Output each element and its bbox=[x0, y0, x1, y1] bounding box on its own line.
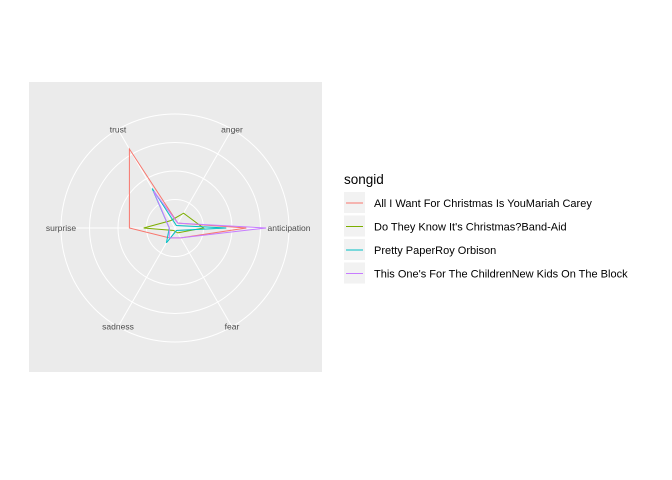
legend-items: All I Want For Christmas Is YouMariah Ca… bbox=[344, 192, 628, 284]
axis-labels: anticipation anger trust surprise sadness fea… bbox=[46, 124, 311, 331]
spoke-trust bbox=[117, 129, 176, 229]
legend: songid All I Want For Christmas Is YouMa… bbox=[344, 172, 628, 284]
legend-label-4: This One's For The ChildrenNew Kids On T… bbox=[374, 269, 628, 281]
spoke-fear bbox=[174, 227, 233, 327]
series-polygon-2 bbox=[143, 212, 205, 234]
legend-label-1: All I Want For Christmas Is YouMariah Ca… bbox=[374, 198, 592, 210]
series-polygons bbox=[128, 147, 267, 244]
spoke-sadness bbox=[117, 227, 176, 327]
legend-title: songid bbox=[344, 172, 384, 187]
axis-label-sadness: sadness bbox=[102, 322, 134, 332]
axis-label-fear: fear bbox=[225, 322, 240, 332]
legend-label-2: Do They Know It's Christmas?Band-Aid bbox=[374, 222, 567, 234]
axis-label-anger: anger bbox=[221, 124, 243, 134]
legend-label-3: Pretty PaperRoy Orbison bbox=[374, 245, 496, 257]
axis-label-surprise: surprise bbox=[46, 223, 77, 233]
polar-grid bbox=[60, 113, 290, 343]
series-polygon-4 bbox=[153, 190, 267, 239]
axis-label-anticipation: anticipation bbox=[267, 223, 310, 233]
axis-label-trust: trust bbox=[110, 124, 127, 134]
spoke-anger bbox=[174, 129, 233, 229]
